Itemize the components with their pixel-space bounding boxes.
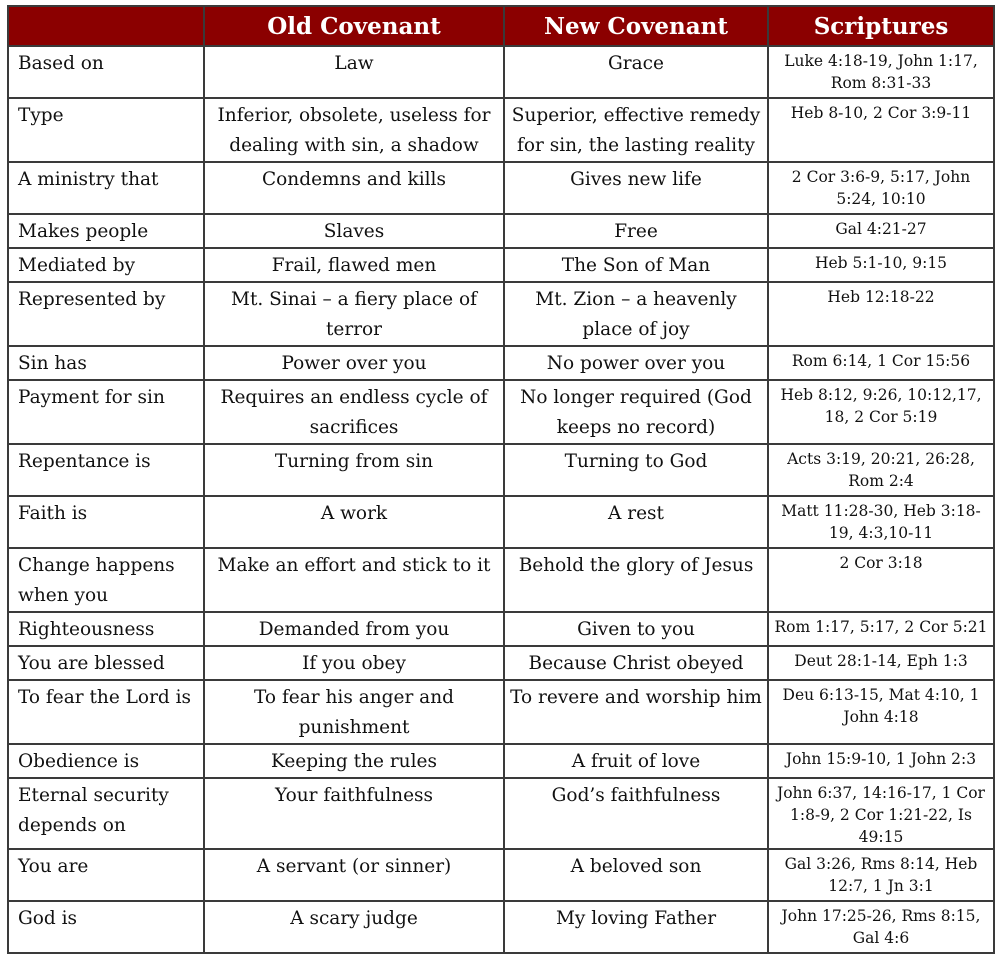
- covenant-comparison: Old Covenant New Covenant Scriptures Bas…: [7, 5, 995, 954]
- row-label: Makes people: [7, 213, 205, 249]
- new-covenant-cell: Behold the glory of Jesus: [503, 547, 769, 613]
- scriptures-cell: John 17:25-26, Rms 8:15, Gal 4:6: [767, 900, 995, 954]
- table-row: To fear the Lord is To fear his anger and…: [7, 679, 995, 745]
- new-covenant-cell: The Son of Man: [503, 247, 769, 283]
- new-covenant-cell: Given to you: [503, 611, 769, 647]
- new-covenant-cell: To revere and worship him: [503, 679, 769, 745]
- old-covenant-cell: Make an effort and stick to it: [203, 547, 505, 613]
- table-row: Sin has Power over you No power over you Ro…: [7, 345, 995, 381]
- row-label: Repentance is: [7, 443, 205, 497]
- new-covenant-cell: A fruit of love: [503, 743, 769, 779]
- scriptures-cell: Deut 28:1-14, Eph 1:3: [767, 645, 995, 681]
- header-scriptures: Scriptures: [767, 5, 995, 47]
- scriptures-cell: Matt 11:28-30, Heb 3:18-19, 4:3,10-11: [767, 495, 995, 549]
- old-covenant-cell: To fear his anger and punishment: [203, 679, 505, 745]
- scriptures-cell: Gal 4:21-27: [767, 213, 995, 249]
- table-row: Based on Law Grace Luke 4:18-19, John 1:17,…: [7, 45, 995, 99]
- scriptures-cell: Rom 1:17, 5:17, 2 Cor 5:21: [767, 611, 995, 647]
- new-covenant-cell: Mt. Zion – a heavenly place of joy: [503, 281, 769, 347]
- new-covenant-cell: No power over you: [503, 345, 769, 381]
- old-covenant-cell: Condemns and kills: [203, 161, 505, 215]
- table-row: Payment for sin Requires an endless cycle…: [7, 379, 995, 445]
- new-covenant-cell: Grace: [503, 45, 769, 99]
- new-covenant-cell: Turning to God: [503, 443, 769, 497]
- row-label: Represented by: [7, 281, 205, 347]
- old-covenant-cell: Power over you: [203, 345, 505, 381]
- table-row: Makes people Slaves Free Gal 4:21-27: [7, 213, 995, 249]
- scriptures-cell: Heb 8-10, 2 Cor 3:9-11: [767, 97, 995, 163]
- scriptures-cell: Luke 4:18-19, John 1:17, Rom 8:31-33: [767, 45, 995, 99]
- old-covenant-cell: Turning from sin: [203, 443, 505, 497]
- header-new-covenant: New Covenant: [503, 5, 769, 47]
- row-label: Mediated by: [7, 247, 205, 283]
- table-row: God is A scary judge My loving Father John …: [7, 900, 995, 954]
- row-label: Change happens when you: [7, 547, 205, 613]
- header-row: Old Covenant New Covenant Scriptures: [7, 5, 995, 47]
- new-covenant-cell: God’s faithfulness: [503, 777, 769, 850]
- table-body: Based on Law Grace Luke 4:18-19, John 1:17,…: [7, 45, 995, 954]
- row-label: Obedience is: [7, 743, 205, 779]
- table-row: Mediated by Frail, flawed men The Son of M…: [7, 247, 995, 283]
- old-covenant-cell: A work: [203, 495, 505, 549]
- old-covenant-cell: Your faithfulness: [203, 777, 505, 850]
- table-row: Faith is A work A rest Matt 11:28-30, Heb 3…: [7, 495, 995, 549]
- new-covenant-cell: Gives new life: [503, 161, 769, 215]
- table-row: Eternal security depends on Your faithful…: [7, 777, 995, 850]
- row-label: A ministry that: [7, 161, 205, 215]
- scriptures-cell: Gal 3:26, Rms 8:14, Heb 12:7, 1 Jn 3:1: [767, 848, 995, 902]
- scriptures-cell: Heb 5:1-10, 9:15: [767, 247, 995, 283]
- table-row: You are A servant (or sinner) A beloved so…: [7, 848, 995, 902]
- row-label: You are blessed: [7, 645, 205, 681]
- old-covenant-cell: A servant (or sinner): [203, 848, 505, 902]
- new-covenant-cell: Free: [503, 213, 769, 249]
- scriptures-cell: 2 Cor 3:6-9, 5:17, John 5:24, 10:10: [767, 161, 995, 215]
- scriptures-cell: John 15:9-10, 1 John 2:3: [767, 743, 995, 779]
- scriptures-cell: Deu 6:13-15, Mat 4:10, 1 John 4:18: [767, 679, 995, 745]
- table-row: A ministry that Condemns and kills Gives n…: [7, 161, 995, 215]
- scriptures-cell: 2 Cor 3:18: [767, 547, 995, 613]
- new-covenant-cell: No longer required (God keeps no record): [503, 379, 769, 445]
- new-covenant-cell: A rest: [503, 495, 769, 549]
- covenant-table: Old Covenant New Covenant Scriptures Bas…: [7, 5, 995, 954]
- table-row: Change happens when you Make an effort an…: [7, 547, 995, 613]
- row-label: To fear the Lord is: [7, 679, 205, 745]
- new-covenant-cell: Superior, effective remedy for sin, the …: [503, 97, 769, 163]
- table-row: Righteousness Demanded from you Given to y…: [7, 611, 995, 647]
- table-row: Obedience is Keeping the rules A fruit of …: [7, 743, 995, 779]
- scriptures-cell: Heb 12:18-22: [767, 281, 995, 347]
- row-label: Eternal security depends on: [7, 777, 205, 850]
- new-covenant-cell: Because Christ obeyed: [503, 645, 769, 681]
- old-covenant-cell: Inferior, obsolete, useless for dealing …: [203, 97, 505, 163]
- row-label: Sin has: [7, 345, 205, 381]
- new-covenant-cell: My loving Father: [503, 900, 769, 954]
- old-covenant-cell: Demanded from you: [203, 611, 505, 647]
- old-covenant-cell: Requires an endless cycle of sacrifices: [203, 379, 505, 445]
- old-covenant-cell: Mt. Sinai – a fiery place of terror: [203, 281, 505, 347]
- old-covenant-cell: If you obey: [203, 645, 505, 681]
- scriptures-cell: Rom 6:14, 1 Cor 15:56: [767, 345, 995, 381]
- scriptures-cell: John 6:37, 14:16-17, 1 Cor 1:8-9, 2 Cor …: [767, 777, 995, 850]
- scriptures-cell: Acts 3:19, 20:21, 26:28, Rom 2:4: [767, 443, 995, 497]
- new-covenant-cell: A beloved son: [503, 848, 769, 902]
- row-label: Payment for sin: [7, 379, 205, 445]
- old-covenant-cell: Keeping the rules: [203, 743, 505, 779]
- header-blank: [7, 5, 205, 47]
- old-covenant-cell: A scary judge: [203, 900, 505, 954]
- table-row: You are blessed If you obey Because Christ…: [7, 645, 995, 681]
- old-covenant-cell: Frail, flawed men: [203, 247, 505, 283]
- row-label: Faith is: [7, 495, 205, 549]
- row-label: Type: [7, 97, 205, 163]
- table-row: Represented by Mt. Sinai – a fiery place …: [7, 281, 995, 347]
- row-label: Based on: [7, 45, 205, 99]
- header-old-covenant: Old Covenant: [203, 5, 505, 47]
- old-covenant-cell: Law: [203, 45, 505, 99]
- row-label: You are: [7, 848, 205, 902]
- old-covenant-cell: Slaves: [203, 213, 505, 249]
- table-row: Repentance is Turning from sin Turning to …: [7, 443, 995, 497]
- row-label: God is: [7, 900, 205, 954]
- table-row: Type Inferior, obsolete, useless for deal…: [7, 97, 995, 163]
- scriptures-cell: Heb 8:12, 9:26, 10:12,17, 18, 2 Cor 5:19: [767, 379, 995, 445]
- row-label: Righteousness: [7, 611, 205, 647]
